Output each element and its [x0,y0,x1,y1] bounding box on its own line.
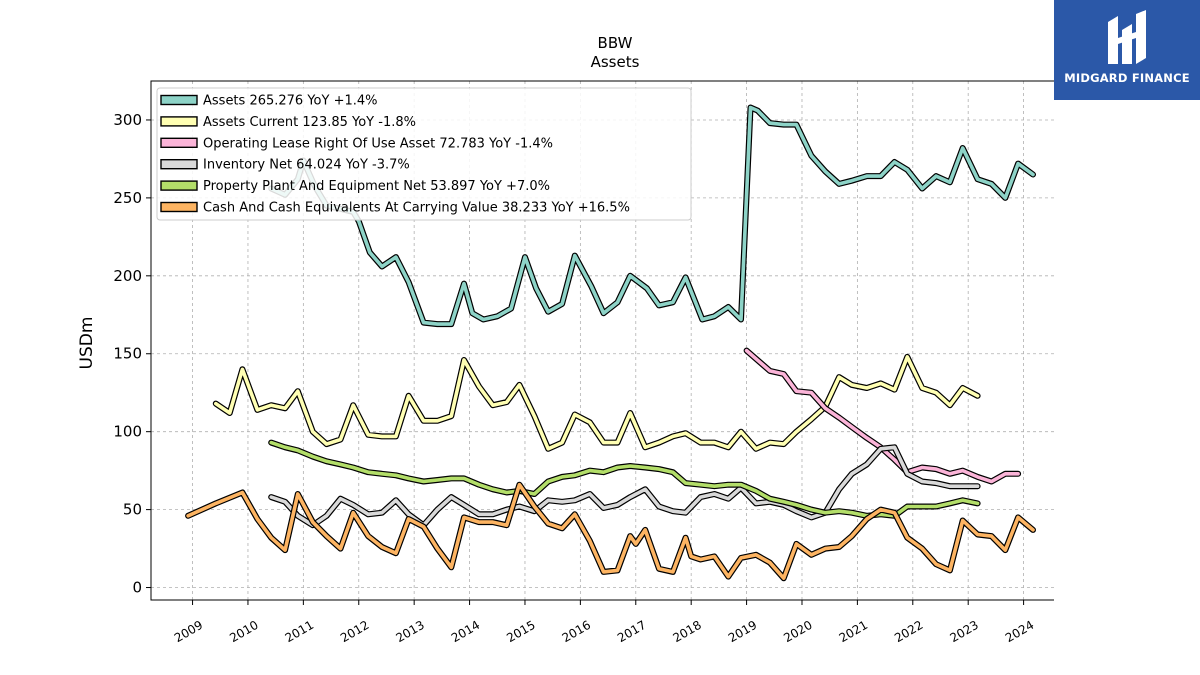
x-tick-label: 2013 [393,618,426,645]
brand-logo: MIDGARD FINANCE [1054,0,1200,100]
y-tick-label: 150 [113,345,142,363]
x-tick-label: 2023 [947,618,980,645]
series-line-outline [185,481,1036,582]
series-line-outline [268,439,981,519]
legend-entry-label: Property Plant And Equipment Net 53.897 … [203,179,550,194]
x-tick-label: 2022 [892,618,925,645]
series-line-outline [743,347,1022,485]
x-tick-label: 2020 [781,618,814,645]
x-tick-label: 2010 [227,618,260,645]
midgard-logo-icon [1108,10,1146,64]
x-tick-label: 2016 [560,618,593,645]
x-tick-label: 2024 [1003,618,1036,645]
series-line [269,445,980,527]
series-line [269,105,1035,326]
legend-entry-label: Operating Lease Right Of Use Asset 72.78… [203,136,553,151]
legend-swatch [160,158,198,170]
line-chart: BBW Assets USDm 2009 2010 2011 2012 2013 2014… [77,34,1054,645]
x-tick-label: 2011 [283,618,316,645]
y-tick-label: 50 [123,501,142,519]
x-tick-label: 2019 [726,618,759,645]
legend-swatch [160,180,198,191]
legend-entry-label: Inventory Net 64.024 YoY -3.7% [203,158,410,173]
legend-swatch [160,201,198,213]
legend-entry-label: Assets 265.276 YoY +1.4% [203,94,378,109]
chart-title: BBW [598,34,633,52]
plot-frame [150,80,1054,601]
series-line [269,440,980,518]
x-tick-label: 2021 [837,618,870,645]
y-tick-label: 0 [132,579,142,597]
legend-box [156,87,692,221]
legend-swatch [160,94,198,106]
legend-entry-label: Cash And Cash Equivalents At Carrying Va… [203,201,630,216]
series-line [744,348,1020,484]
x-tick-label: 2017 [615,618,648,645]
y-tick-label: 200 [113,267,142,285]
y-tick-label: 250 [113,189,142,207]
legend-entry-label: Assets Current 123.85 YoY -1.8% [203,115,416,130]
legend-swatch [160,116,198,127]
y-axis-label: USDm [77,317,97,370]
x-tick-label: 2012 [338,618,371,645]
logo-wordmark: MIDGARD FINANCE [1064,71,1190,85]
x-tick-label: 2018 [670,618,703,645]
y-tick-label: 300 [113,111,142,129]
x-tick-label: 2009 [172,618,205,645]
chart-subtitle: Assets [591,53,640,71]
x-tick-label: 2014 [449,618,482,645]
legend: Assets 265.276 YoY +1.4% Assets Current 1… [156,87,692,221]
series-line [214,355,980,451]
series-line [186,482,1035,580]
legend-swatch [160,137,198,149]
y-tick-label: 100 [113,423,142,441]
x-tick-label: 2015 [504,618,537,645]
